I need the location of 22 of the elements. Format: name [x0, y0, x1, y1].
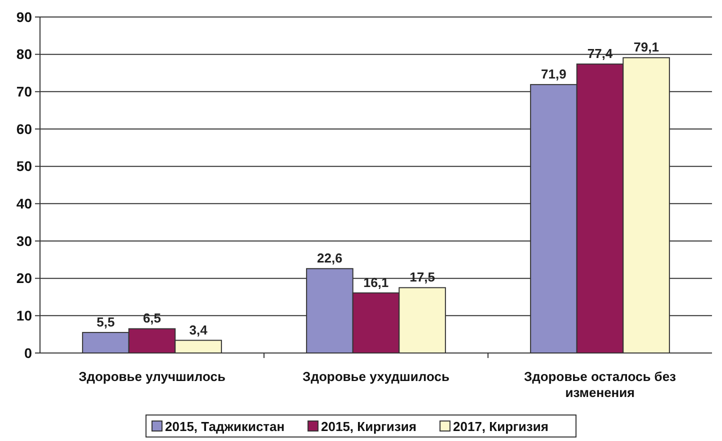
y-tick-label: 40 [16, 196, 32, 212]
y-tick-label: 20 [16, 270, 32, 286]
y-tick-label: 90 [16, 8, 32, 25]
y-tick-label: 70 [16, 84, 32, 100]
y-tick-label: 30 [16, 232, 32, 249]
legend-label: 2015, Таджикистан [165, 419, 285, 434]
y-tick-label: 0 [24, 344, 32, 361]
y-tick-label: 10 [16, 308, 32, 324]
text: 22,6 [317, 250, 342, 266]
legend-label: 2017, Киргизия [453, 419, 548, 434]
x-tick-label: Здоровье улучшилось [78, 369, 226, 384]
y-tick-label: 60 [16, 120, 32, 137]
x-tick-label: Здоровье осталось без изменения [524, 369, 677, 400]
text: 16,1 [363, 274, 389, 290]
x-tick-label: Здоровье ухудшилось [302, 369, 450, 384]
text: 71,9 [541, 66, 566, 82]
y-tick-label: 50 [16, 158, 32, 174]
text: 5,5 [96, 314, 115, 330]
text: 3,4 [189, 322, 208, 338]
legend-label: 2015, Киргизия [321, 419, 416, 434]
y-tick-label: 80 [16, 46, 32, 62]
text: 79,1 [634, 40, 659, 55]
